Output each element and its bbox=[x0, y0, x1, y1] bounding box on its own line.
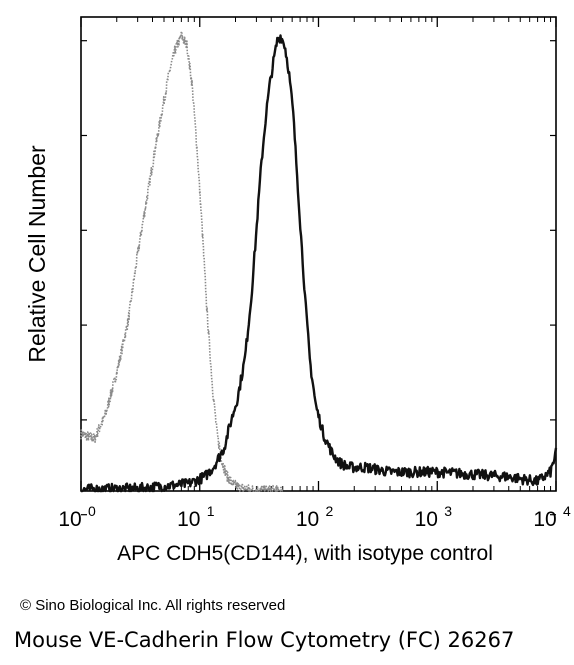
figure-caption: Mouse VE-Cadherin Flow Cytometry (FC) 26… bbox=[14, 628, 515, 652]
x-tick-exponent: 4 bbox=[563, 503, 571, 519]
x-axis-tick-labels: 10 0 10 1 10 2 10 3 10 4 bbox=[58, 503, 571, 531]
histogram-series bbox=[80, 31, 558, 493]
x-tick-exponent: 0 bbox=[88, 503, 96, 519]
x-tick-label: 10 bbox=[415, 508, 438, 531]
x-tick-label: 10 bbox=[177, 508, 200, 531]
x-tick-label: 10 bbox=[296, 508, 319, 531]
cdh5-stained-curve bbox=[80, 34, 558, 493]
y-axis-ticks bbox=[81, 40, 556, 516]
x-tick-exponent: 1 bbox=[207, 503, 215, 519]
y-axis-label: Relative Cell Number bbox=[24, 145, 50, 363]
x-tick-label: 10 bbox=[533, 508, 556, 531]
x-axis-label: APC CDH5(CD144), with isotype control bbox=[117, 542, 493, 565]
copyright-notice: © Sino Biological Inc. All rights reserv… bbox=[20, 597, 286, 614]
x-tick-exponent: 2 bbox=[326, 503, 334, 519]
isotype-control-curve bbox=[80, 31, 284, 492]
x-tick-label: 10 bbox=[58, 508, 81, 531]
x-tick-exponent: 3 bbox=[444, 503, 452, 519]
